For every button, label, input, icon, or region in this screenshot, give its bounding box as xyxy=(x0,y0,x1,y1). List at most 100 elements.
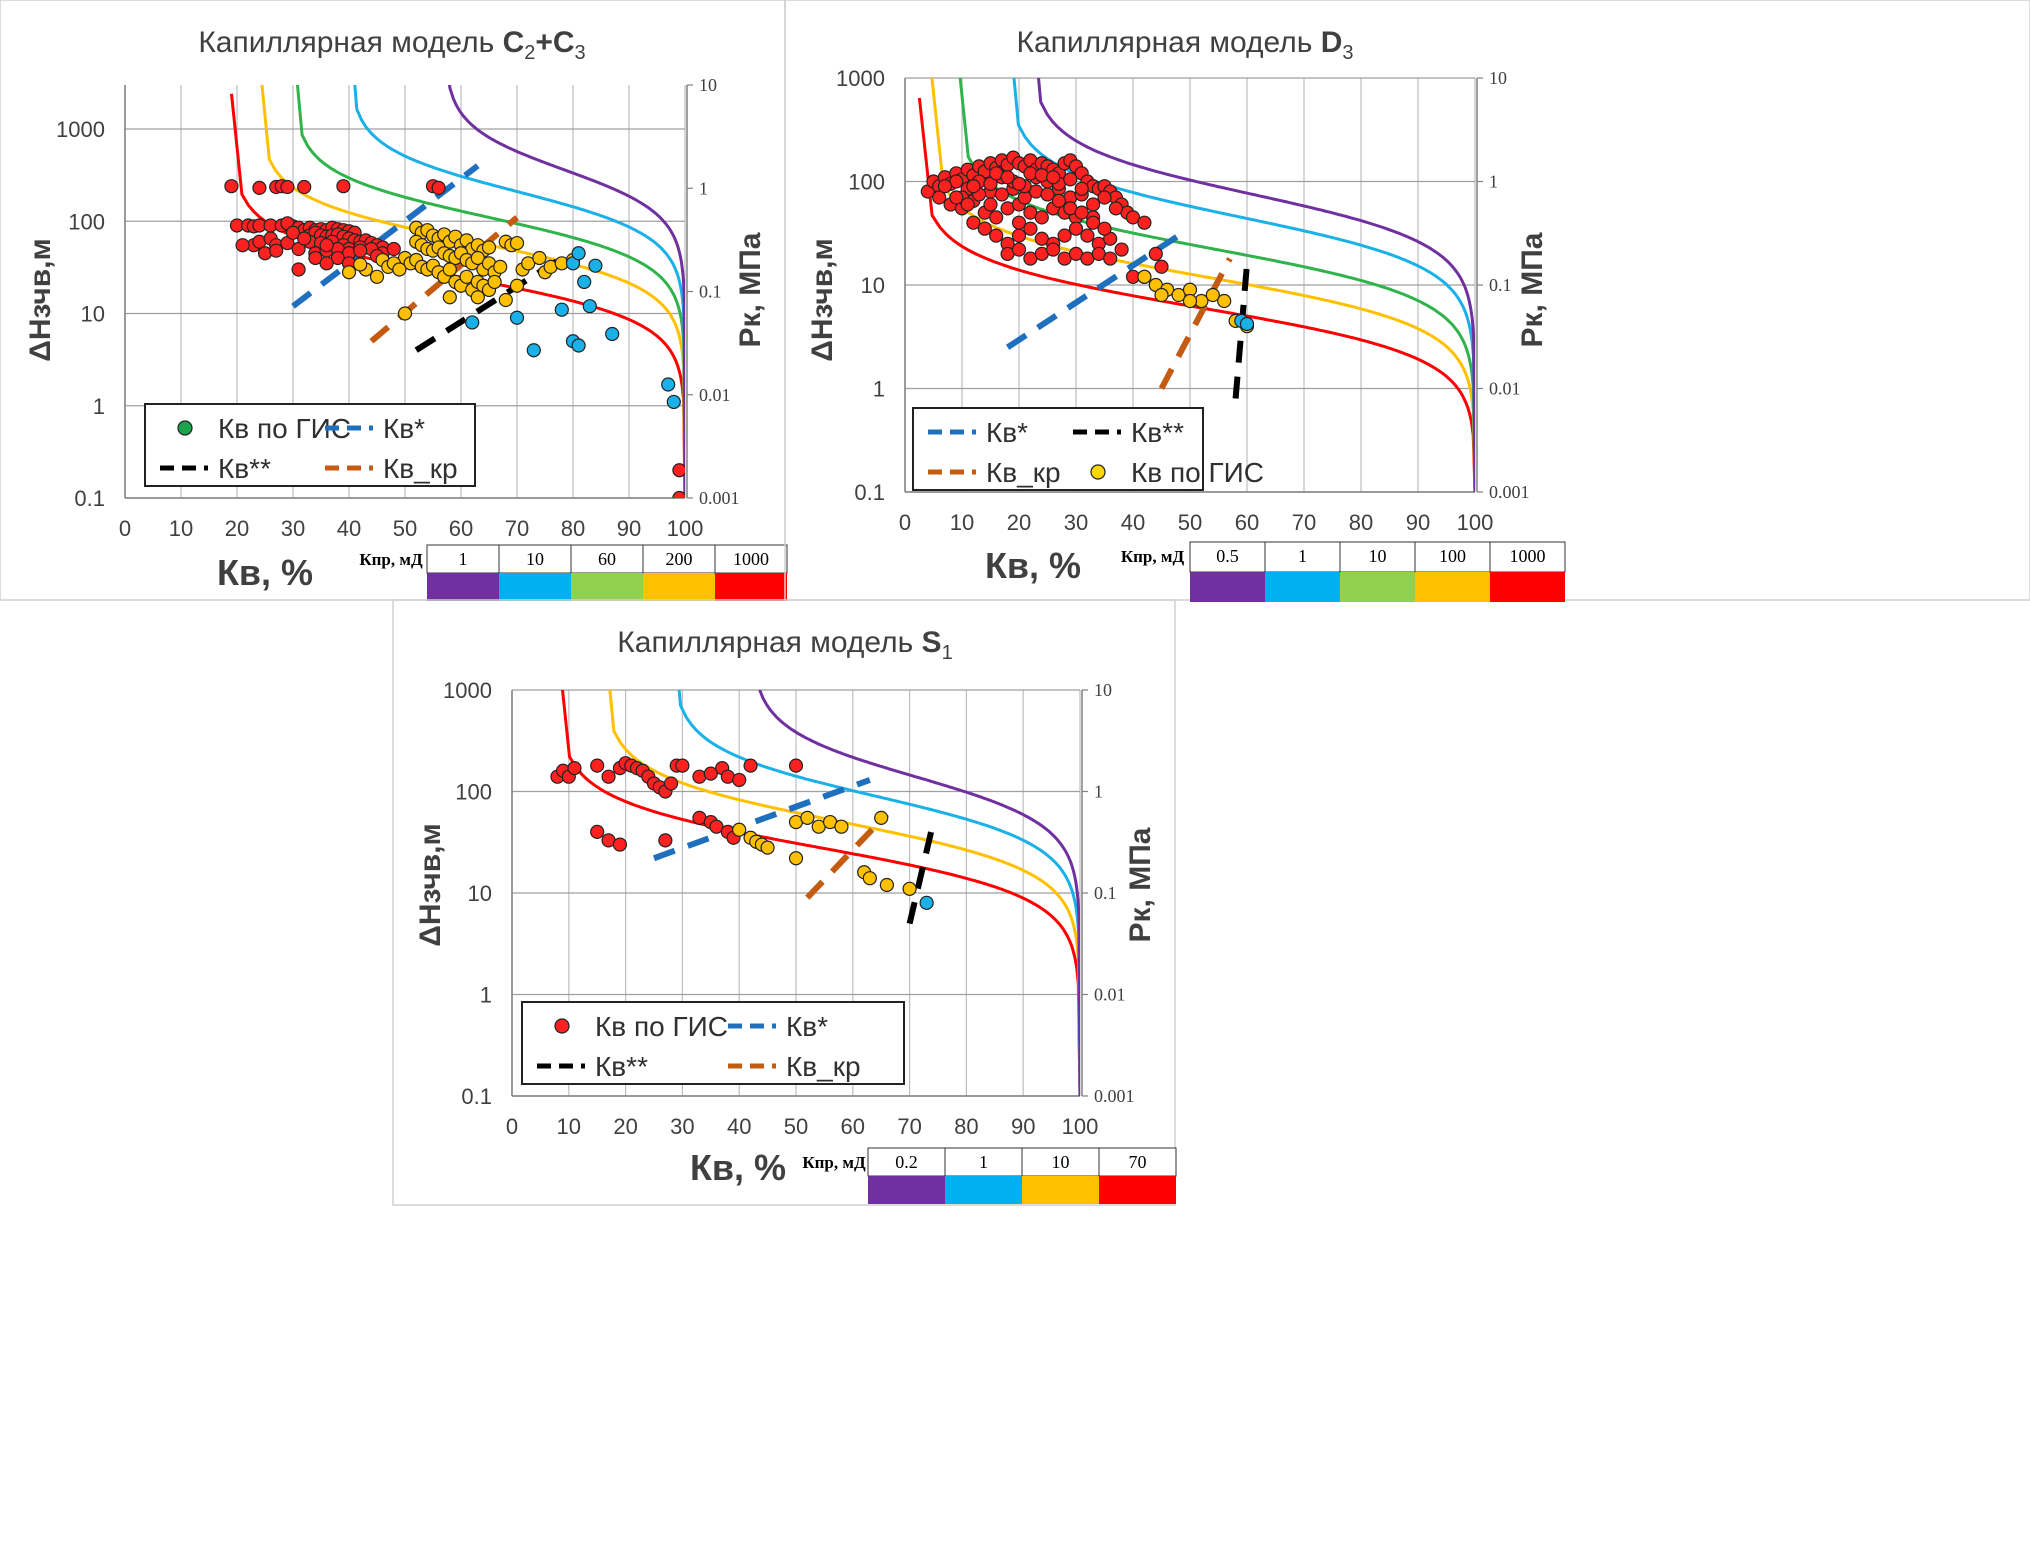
x-tick-label: 20 xyxy=(613,1114,637,1139)
y2-tick-label: 0.1 xyxy=(699,282,722,302)
legend-marker-gis xyxy=(177,420,193,436)
data-point-red xyxy=(1023,221,1038,236)
y-axis-label: ΔНзчв,м xyxy=(414,823,447,946)
kpr-header: Кпр, мД xyxy=(1121,547,1185,566)
dashed-line-2 xyxy=(369,215,519,344)
x-tick-label: 40 xyxy=(727,1114,751,1139)
data-point-yellow xyxy=(902,881,917,896)
data-point-red xyxy=(567,761,582,776)
y-axis-label: ΔНзчв,м xyxy=(806,238,839,361)
data-point-yellow xyxy=(509,235,525,251)
kpr-label: 0.2 xyxy=(895,1152,918,1172)
data-point-red xyxy=(252,180,267,195)
y2-axis-label: Рк, МПа xyxy=(1124,827,1157,942)
y-tick-label: 0.1 xyxy=(854,480,885,505)
data-point-yellow xyxy=(341,265,357,280)
y2-tick-label: 1 xyxy=(1094,782,1103,802)
y-tick-label: 1 xyxy=(93,394,105,419)
data-point-red xyxy=(1085,215,1101,230)
data-point-red xyxy=(932,190,947,205)
y2-tick-label: 0.01 xyxy=(1489,379,1521,399)
y-axis-label: ΔНзчв,м xyxy=(24,238,57,361)
x-tick-label: 50 xyxy=(393,516,417,541)
data-point-yellow xyxy=(1205,287,1220,303)
y2-tick-label: 10 xyxy=(1489,68,1507,88)
data-point-red xyxy=(297,179,312,195)
data-point-yellow xyxy=(442,290,457,305)
data-point-yellow xyxy=(732,822,747,837)
dashed-line-2 xyxy=(1158,257,1233,390)
y2-tick-label: 10 xyxy=(699,75,717,95)
capillary-curve-1 xyxy=(448,85,685,498)
y2-tick-label: 10 xyxy=(1094,680,1112,700)
kpr-label: 100 xyxy=(1439,546,1466,566)
data-point-red xyxy=(1080,228,1095,243)
permeability-table: Кпр, мД 0.2 1 10 70 xyxy=(802,1147,1177,1204)
legend-label-kvkr: Кв_кр xyxy=(986,457,1061,488)
kpr-cell xyxy=(944,1147,1023,1177)
kpr-label: 1 xyxy=(979,1152,988,1172)
x-tick-label: 60 xyxy=(449,516,473,541)
data-point-red xyxy=(336,179,351,194)
x-tick-label: 20 xyxy=(225,516,249,541)
data-point-yellow xyxy=(392,262,407,277)
plot-area xyxy=(224,85,685,498)
legend-label-kv1: Кв* xyxy=(383,413,425,444)
x-tick-label: 0 xyxy=(899,510,911,535)
kpr-cell xyxy=(642,544,716,574)
data-point-red xyxy=(1108,201,1124,216)
legend-marker-gis xyxy=(554,1018,570,1034)
x-tick-label: 30 xyxy=(281,516,305,541)
kpr-color-swatch xyxy=(1022,1176,1099,1204)
kpr-label: 0.5 xyxy=(1216,546,1239,566)
kpr-color-swatch xyxy=(945,1176,1022,1204)
data-point-blue xyxy=(554,302,569,317)
data-point-red xyxy=(994,187,1010,202)
data-point-red xyxy=(1000,170,1015,185)
y-tick-label: 100 xyxy=(848,170,885,195)
y-tick-label: 0.1 xyxy=(74,486,105,511)
y-tick-label: 0.1 xyxy=(461,1084,492,1109)
data-point-red xyxy=(1097,190,1112,205)
y2-axis-label: Рк, МПа xyxy=(734,232,767,347)
chart-panel: Капиллярная модель C2+C3 0 10 20 30 40 50 60 70 8… xyxy=(0,0,788,601)
data-point-yellow xyxy=(397,306,413,321)
capillary-curve-200 xyxy=(260,85,685,498)
x-tick-label: 10 xyxy=(169,516,193,541)
data-point-blue xyxy=(588,258,603,273)
data-point-red xyxy=(235,238,250,253)
legend-label-gis: Кв по ГИС xyxy=(1131,457,1264,488)
data-point-red xyxy=(663,776,679,791)
data-point-red xyxy=(291,262,306,277)
y-tick-label: 1000 xyxy=(56,117,105,142)
data-point-red xyxy=(1011,228,1027,243)
kpr-label: 10 xyxy=(526,549,544,569)
y2-tick-label: 1 xyxy=(699,178,708,198)
legend: Кв по ГИС Кв* Кв** Кв_кр xyxy=(521,1001,905,1085)
data-point-red xyxy=(1137,215,1152,230)
kpr-label: 200 xyxy=(666,549,693,569)
kpr-color-swatch xyxy=(1190,572,1265,602)
dashed-line-1 xyxy=(414,255,564,353)
data-point-red xyxy=(1063,172,1078,187)
kpr-color-swatch xyxy=(1265,572,1340,602)
data-point-red xyxy=(703,766,718,781)
legend-label-kv1: Кв* xyxy=(786,1011,828,1042)
legend-label-gis: Кв по ГИС xyxy=(595,1011,728,1042)
dashed-line-1 xyxy=(1232,263,1250,399)
x-tick-label: 50 xyxy=(784,1114,808,1139)
kpr-color-swatch xyxy=(1340,572,1415,602)
data-point-red xyxy=(1114,242,1129,257)
data-point-yellow xyxy=(470,250,485,266)
y2-tick-label: 0.001 xyxy=(699,488,740,508)
kpr-label: 1 xyxy=(459,549,468,569)
y2-tick-label: 1 xyxy=(1489,172,1498,192)
x-tick-label: 70 xyxy=(897,1114,921,1139)
y-tick-label: 10 xyxy=(468,881,492,906)
permeability-table: Кпр, мД 1 10 60 200 1000 xyxy=(359,544,788,601)
x-tick-label: 80 xyxy=(1349,510,1373,535)
data-point-yellow xyxy=(498,292,513,308)
capillary-curve-10 xyxy=(353,85,685,498)
data-point-red xyxy=(319,256,334,271)
data-point-red xyxy=(1011,242,1027,257)
